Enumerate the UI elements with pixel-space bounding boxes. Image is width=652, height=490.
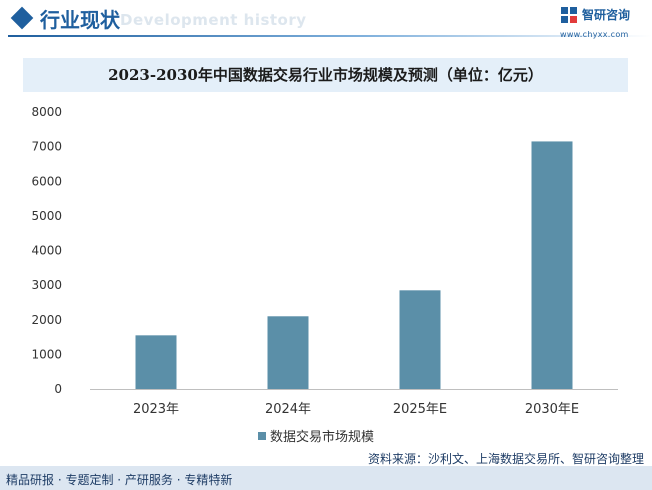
bar [135, 335, 177, 389]
logo-icon [561, 7, 577, 23]
y-tick-label: 4000 [31, 244, 62, 258]
data-source: 资料来源：沙利文、上海数据交易所、智研咨询整理 [367, 452, 644, 466]
logo-name: 智研咨询 [582, 8, 631, 22]
bar [267, 316, 309, 389]
y-tick-label: 0 [54, 382, 62, 396]
x-tick-label: 2023年 [133, 402, 179, 417]
logo-url: www.chyxx.com [560, 30, 629, 39]
header-divider [8, 35, 652, 37]
chart-title-band: 2023-2030年中国数据交易行业市场规模及预测（单位：亿元） [23, 58, 628, 92]
y-tick-label: 1000 [31, 347, 62, 361]
section-title: 行业现状 [40, 8, 120, 32]
y-tick-label: 5000 [31, 209, 62, 223]
y-tick-label: 2000 [31, 313, 62, 327]
legend-label: 数据交易市场规模 [270, 429, 374, 445]
y-tick-label: 3000 [31, 278, 62, 292]
footer-tagline: 精品研报 · 专题定制 · 产研服务 · 专精特新 [6, 473, 233, 487]
y-tick-label: 8000 [31, 105, 62, 119]
header: 行业现状 Development history 智研咨询 www.chyxx.… [0, 0, 652, 44]
footer-band: 精品研报 · 专题定制 · 产研服务 · 专精特新 资料来源：沙利文、上海数据交… [0, 452, 652, 490]
y-tick-label: 7000 [31, 140, 62, 154]
bar [531, 141, 573, 389]
bar [399, 290, 441, 389]
section-subtitle-watermark: Development history [120, 11, 307, 29]
y-tick-label: 6000 [31, 174, 62, 188]
x-tick-label: 2025年E [393, 402, 447, 417]
x-tick-label: 2030年E [525, 402, 579, 417]
brand-logo: 智研咨询 www.chyxx.com [560, 4, 650, 40]
x-tick-label: 2024年 [265, 402, 311, 417]
chart-title: 2023-2030年中国数据交易行业市场规模及预测（单位：亿元） [108, 66, 543, 84]
legend-swatch [258, 432, 266, 440]
